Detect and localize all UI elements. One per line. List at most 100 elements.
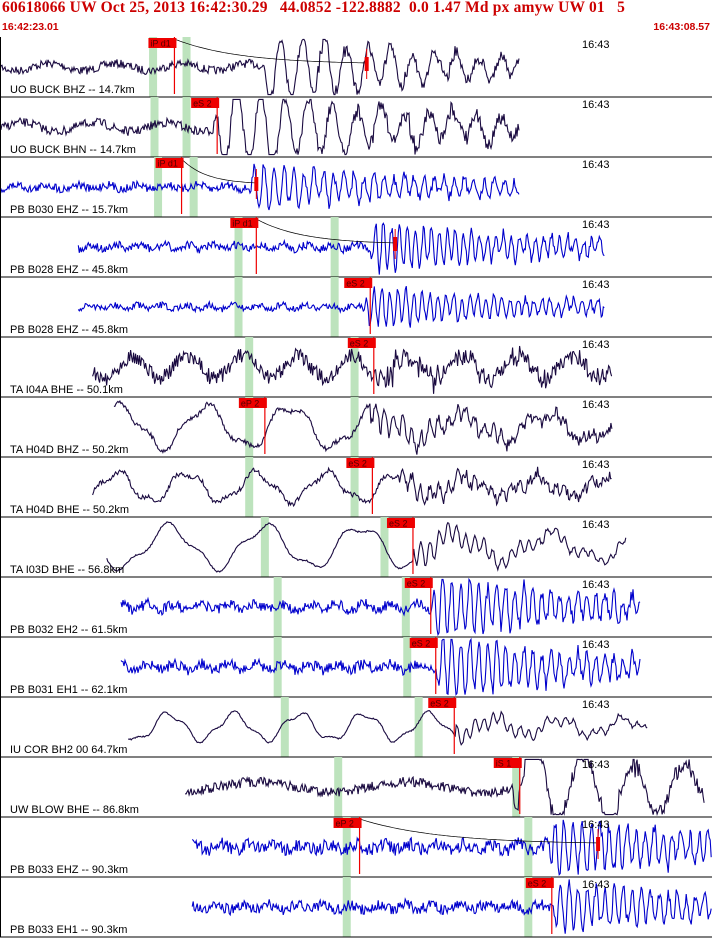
station-label: PB B033 EH1 -- 90.3km <box>10 924 127 936</box>
waveform-trace <box>0 38 520 96</box>
guide-band <box>182 37 191 97</box>
pick-label[interactable]: eS 2 <box>407 579 426 589</box>
guide-band <box>245 337 254 397</box>
guide-band <box>260 517 269 577</box>
end-time: 16:43:08.57 <box>653 21 710 33</box>
pick-box[interactable] <box>346 458 375 468</box>
guide-band <box>403 637 412 697</box>
guide-band <box>245 457 254 517</box>
time-label: 16:43 <box>582 459 610 471</box>
station-label: TA H04D BHE -- 50.2km <box>10 504 129 516</box>
guide-band <box>524 877 533 937</box>
time-label: 16:43 <box>582 39 610 51</box>
pick-box[interactable] <box>230 218 259 228</box>
time-label: 16:43 <box>582 159 610 171</box>
waveform-trace <box>92 345 613 394</box>
pick-label[interactable]: eS 2 <box>389 519 408 529</box>
pick-label[interactable]: eS 2 <box>528 879 547 889</box>
pick-label[interactable]: eS 2 <box>193 99 212 109</box>
time-label: 16:43 <box>582 339 610 351</box>
pick-box[interactable] <box>238 398 267 408</box>
pick-label[interactable]: iS 1 <box>496 759 512 769</box>
header: 60618066 UW Oct 25, 2013 16:42:30.29 44.… <box>0 0 712 37</box>
waveform-trace <box>106 521 627 573</box>
time-label: 16:43 <box>582 99 610 111</box>
pick-label[interactable]: eS 2 <box>412 639 431 649</box>
guide-band <box>273 577 282 637</box>
time-label: 16:43 <box>582 579 610 591</box>
time-label: 16:43 <box>582 759 610 771</box>
guide-band <box>414 697 423 757</box>
pick-box[interactable] <box>493 758 522 768</box>
time-label: 16:43 <box>582 519 610 531</box>
time-label: 16:43 <box>582 879 610 891</box>
coda-decay-curve <box>359 818 598 844</box>
waveform-trace <box>113 399 613 455</box>
station-label: IU COR BH2 00 64.7km <box>10 744 127 756</box>
guide-band <box>280 697 289 757</box>
pick-label[interactable]: eS 2 <box>346 279 365 289</box>
station-label: PB B033 EHZ -- 90.3km <box>10 864 128 876</box>
guide-band <box>350 397 359 457</box>
coda-decay-curve <box>256 218 395 244</box>
pick-label[interactable]: eS 2 <box>348 459 367 469</box>
pick-label[interactable]: eS 2 <box>430 699 449 709</box>
guide-band <box>350 337 359 397</box>
pick-box[interactable] <box>191 98 220 108</box>
pick-box[interactable] <box>525 878 554 888</box>
station-label: TA H04D BHZ -- 50.2km <box>10 444 128 456</box>
pick-label[interactable]: eP 2 <box>241 399 259 409</box>
waveform-trace <box>77 286 605 328</box>
pick-box[interactable] <box>148 38 177 48</box>
start-time: 16:42:23.01 <box>2 21 59 33</box>
guide-band <box>350 457 359 517</box>
station-label: UW BLOW BHE -- 86.8km <box>10 804 139 816</box>
time-label: 16:43 <box>582 819 610 831</box>
seismogram-panel: iP d1 16:43 UO BUCK BHZ -- 14.7km eS 2 16:43… <box>0 37 712 938</box>
station-label: TA I04A BHE -- 50.1km <box>10 384 123 396</box>
waveform-trace <box>120 577 641 637</box>
time-label: 16:43 <box>582 699 610 711</box>
station-label: TA I03D BHE -- 56.8km <box>10 564 124 576</box>
waveform-trace <box>185 758 705 817</box>
station-label: PB B028 EHZ -- 45.8km <box>10 264 128 276</box>
pick-label[interactable]: iP d1 <box>158 159 178 169</box>
pick-box[interactable] <box>344 278 373 288</box>
pick-box[interactable] <box>333 818 362 828</box>
pick-label[interactable]: eS 2 <box>350 339 369 349</box>
guide-band <box>524 817 533 877</box>
station-label: PB B030 EHZ -- 15.7km <box>10 204 128 216</box>
guide-band <box>273 637 282 697</box>
waveform-trace <box>191 819 712 876</box>
waveform-trace <box>0 98 520 156</box>
station-label: UO BUCK BHN -- 14.7km <box>10 144 136 156</box>
pick-box[interactable] <box>386 518 415 528</box>
guide-band <box>512 757 521 817</box>
pick-label[interactable]: iP d1 <box>232 219 252 229</box>
pick-box[interactable] <box>155 158 184 168</box>
pick-box[interactable] <box>404 578 433 588</box>
station-label: UO BUCK BHZ -- 14.7km <box>10 84 135 96</box>
waveform-trace <box>0 163 520 211</box>
station-label: PB B032 EH2 -- 61.5km <box>10 624 127 636</box>
time-label: 16:43 <box>582 639 610 651</box>
time-label: 16:43 <box>582 399 610 411</box>
station-label: PB B028 EHZ -- 45.8km <box>10 324 128 336</box>
guide-band <box>334 757 343 817</box>
pick-label[interactable]: eP 2 <box>336 819 354 829</box>
waveform-trace <box>120 637 641 697</box>
waveform-trace <box>127 710 648 746</box>
station-label: PB B031 EH1 -- 62.1km <box>10 684 127 696</box>
event-title: 60618066 UW Oct 25, 2013 16:42:30.29 44.… <box>2 0 626 16</box>
time-label: 16:43 <box>582 279 610 291</box>
waveform-trace <box>92 466 612 508</box>
pick-box[interactable] <box>347 338 376 348</box>
pick-box[interactable] <box>428 698 457 708</box>
time-label: 16:43 <box>582 219 610 231</box>
guide-band <box>189 157 198 217</box>
pick-label[interactable]: iP d1 <box>150 39 170 49</box>
pick-box[interactable] <box>409 638 438 648</box>
guide-band <box>330 217 339 277</box>
guide-band <box>245 397 254 457</box>
waveform-trace <box>77 222 605 275</box>
